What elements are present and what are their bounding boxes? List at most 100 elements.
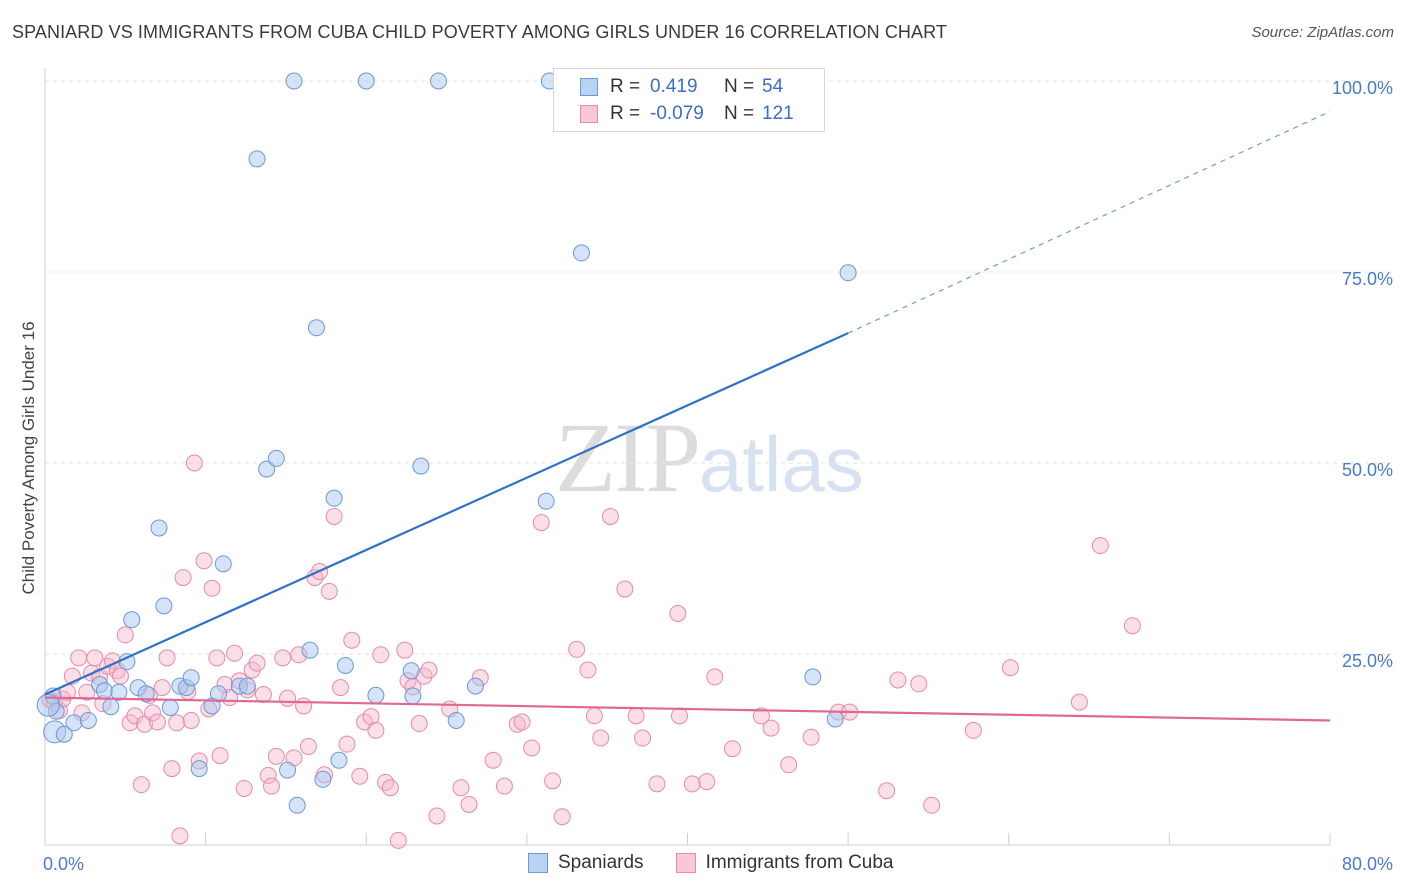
- legend-label-cuba: Immigrants from Cuba: [705, 852, 894, 873]
- cuba-point: [1123, 617, 1141, 635]
- spaniard-point: [150, 519, 168, 537]
- cuba-point: [254, 685, 272, 703]
- cuba-point: [185, 454, 203, 472]
- cuba-point: [148, 713, 166, 731]
- spaniard-point: [209, 685, 227, 703]
- y-axis-title: Child Poverty Among Girls Under 16: [19, 321, 38, 594]
- cuba-point: [211, 747, 229, 765]
- cuba-point: [174, 569, 192, 587]
- watermark-zip: ZIP: [555, 402, 701, 513]
- cuba-point: [325, 507, 343, 525]
- legend-item-spaniards[interactable]: Spaniards: [528, 852, 644, 874]
- cuba-point: [910, 675, 928, 693]
- cuba-point: [670, 707, 688, 725]
- cuba-point: [802, 728, 820, 746]
- cuba-point: [171, 827, 189, 845]
- legend-r-label: R =: [610, 103, 641, 124]
- spaniard-point: [55, 725, 73, 743]
- legend-item-cuba[interactable]: Immigrants from Cuba: [675, 852, 894, 874]
- watermark-atlas: atlas: [699, 420, 864, 508]
- y-tick-label: 75.0%: [1342, 269, 1393, 289]
- spaniard-point: [325, 489, 343, 507]
- spaniard-point: [288, 796, 306, 814]
- legend-r-value-spaniards: 0.419: [650, 76, 698, 97]
- cuba-point: [70, 649, 88, 667]
- cuba-point: [389, 831, 407, 849]
- x-tick-label: 0.0%: [43, 854, 84, 874]
- spaniard-point: [110, 683, 128, 701]
- cuba-point: [343, 631, 361, 649]
- cuba-point: [274, 649, 292, 667]
- cuba-point: [235, 779, 253, 797]
- cuba-point: [396, 641, 414, 659]
- spaniard-point: [447, 711, 465, 729]
- cuba-point: [762, 719, 780, 737]
- cuba-point: [513, 713, 531, 731]
- cuba-point: [372, 646, 390, 664]
- y-tick-label: 25.0%: [1342, 651, 1393, 671]
- legend-swatch-cuba: [675, 853, 696, 873]
- cuba-point: [627, 707, 645, 725]
- cuba-point: [683, 775, 701, 793]
- spaniard-point: [95, 682, 113, 700]
- spaniard-point: [190, 760, 208, 778]
- cuba-point: [648, 775, 666, 793]
- cuba-point: [332, 679, 350, 697]
- cuba-point: [579, 661, 597, 679]
- legend-n-value-cuba: 121: [762, 103, 794, 124]
- spaniard-point: [466, 677, 484, 695]
- legend-row-cuba: R = -0.079 N = 121: [580, 102, 794, 126]
- spaniard-point: [238, 677, 256, 695]
- cuba-point: [132, 776, 150, 794]
- cuba-point: [262, 777, 280, 795]
- cuba-point: [320, 582, 338, 600]
- cuba-point: [616, 580, 634, 598]
- trend-lines: [44, 111, 1331, 722]
- cuba-point: [889, 671, 907, 689]
- spaniard-point: [123, 611, 141, 629]
- spaniard-point: [357, 72, 375, 90]
- spaniard-point: [804, 668, 822, 686]
- watermark: ZIPatlas: [555, 400, 864, 515]
- legend-row-spaniards: R = 0.419 N = 54: [580, 75, 783, 99]
- spaniard-point: [258, 460, 276, 478]
- cuba-point: [153, 679, 171, 697]
- cuba-point: [634, 729, 652, 747]
- spaniard-point: [248, 150, 266, 168]
- spaniard-point: [336, 656, 354, 674]
- series-legend: Spaniards Immigrants from Cuba: [528, 852, 926, 874]
- legend-r-value-cuba: -0.079: [650, 103, 704, 124]
- axis-layer: [44, 68, 1331, 846]
- cuba-point: [86, 649, 104, 667]
- spaniard-point: [314, 770, 332, 788]
- legend-n-label: N =: [724, 103, 755, 124]
- cuba-point: [111, 667, 129, 685]
- spaniard-point: [826, 710, 844, 728]
- cuba-point: [351, 767, 369, 785]
- cuba-point: [460, 796, 478, 814]
- cuba-point: [195, 552, 213, 570]
- cuba-point: [698, 773, 716, 791]
- cuba-point: [163, 760, 181, 778]
- spaniard-point: [402, 662, 420, 680]
- stats-legend: R = 0.419 N = 54 R = -0.079 N = 121: [553, 68, 825, 132]
- cuba-point: [592, 729, 610, 747]
- cuba-point: [601, 507, 619, 525]
- cuba-point: [923, 796, 941, 814]
- cuba-point: [669, 605, 687, 623]
- cuba-point: [367, 721, 385, 739]
- y-tick-label: 50.0%: [1342, 460, 1393, 480]
- cuba-point: [226, 644, 244, 662]
- spaniard-point: [537, 492, 555, 510]
- cuba-point: [267, 747, 285, 765]
- legend-n-label: N =: [724, 76, 755, 97]
- legend-swatch-spaniards: [580, 78, 598, 96]
- cuba-point: [723, 740, 741, 758]
- cuba-point: [752, 707, 770, 725]
- legend-label-spaniards: Spaniards: [558, 852, 644, 873]
- cuba-point: [1070, 693, 1088, 711]
- spaniard-point: [161, 698, 179, 716]
- cuba-point: [78, 683, 96, 701]
- spaniard-point: [839, 264, 857, 282]
